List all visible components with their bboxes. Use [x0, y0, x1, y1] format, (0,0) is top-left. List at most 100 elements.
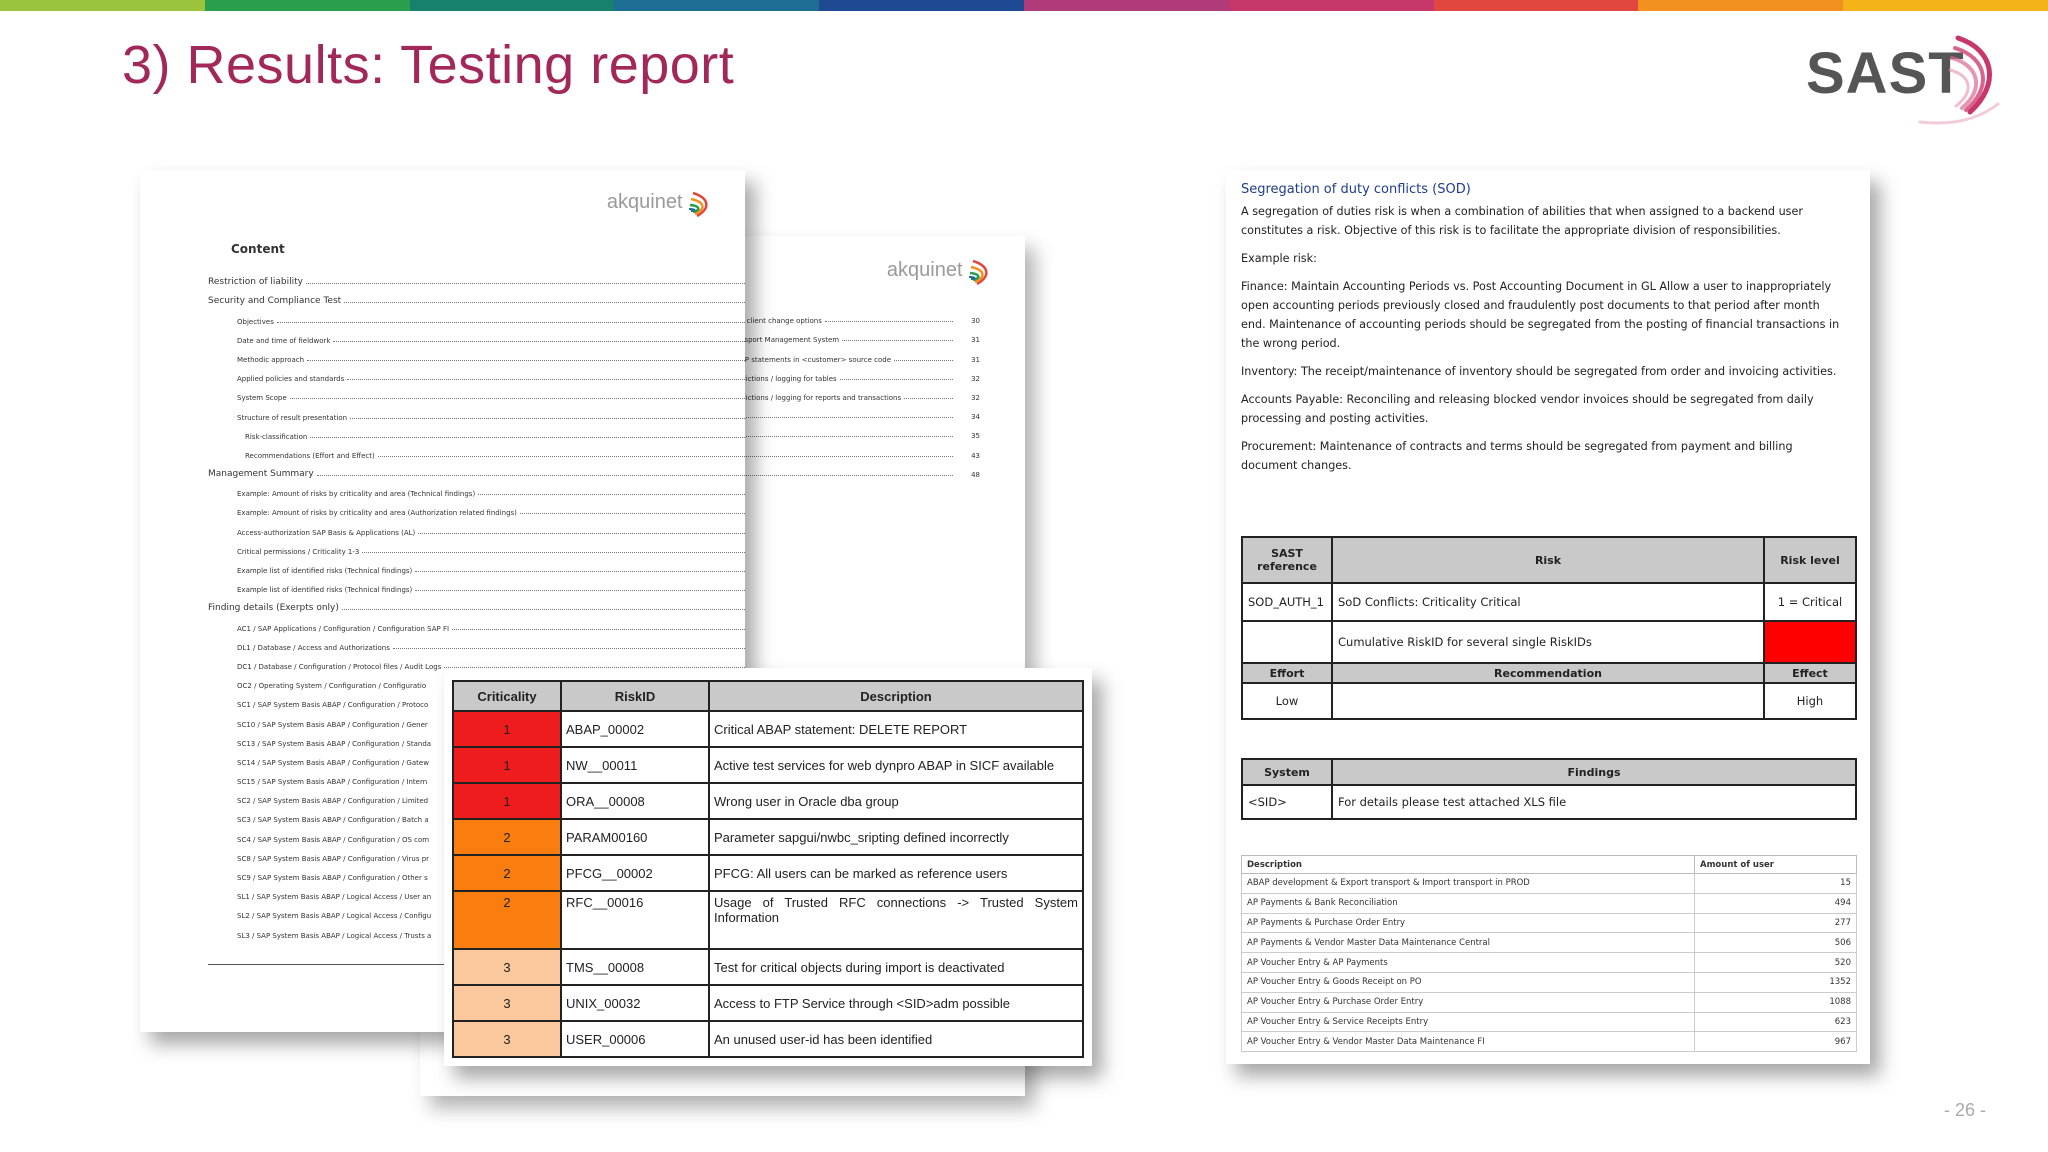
toc-entry[interactable]: Objectives5	[208, 306, 745, 326]
toc-entry-page: 43	[971, 451, 980, 460]
toc-entry[interactable]: 43	[740, 440, 980, 460]
toc-entry-label: SC2 / SAP System Basis ABAP / Configurat…	[237, 797, 429, 806]
effort-value: Low	[1241, 682, 1333, 720]
toc-entry[interactable]: SL1 / SAP System Basis ABAP / Logical Ac…	[208, 882, 745, 901]
toc-entry-label: Date and time of fieldwork	[237, 336, 331, 345]
sod-document: Segregation of duty conflicts (SOD) A se…	[1226, 170, 1870, 1064]
page-number: - 26 -	[1944, 1100, 1987, 1120]
toc-entry-leader	[341, 609, 745, 611]
toc-entry[interactable]: OC2 / Operating System / Configuration /…	[208, 671, 745, 690]
risk-row: SOD_AUTH_1 SoD Conflicts: Criticality Cr…	[1241, 582, 1857, 622]
header-risk-level: Risk level	[1763, 536, 1857, 584]
findings-row: 1 NW__00011 Active test services for web d…	[452, 746, 1084, 784]
users-amount-cell: 520	[1694, 952, 1857, 973]
toc-entry-label: Security and Compliance Test	[208, 296, 342, 307]
risk-name: SoD Conflicts: Criticality Critical	[1331, 582, 1765, 622]
toc-entry-leader	[842, 340, 953, 342]
toc-entry-label: Methodic approach	[237, 355, 305, 364]
users-header-row: Description Amount of user	[1241, 855, 1857, 874]
findings-row: 2 PARAM00160 Parameter sapgui/nwbc_sriptin…	[452, 818, 1084, 856]
toc-entry[interactable]: Risk-classification8	[208, 422, 745, 441]
toc-entry[interactable]: SC10 / SAP System Basis ABAP / Configura…	[208, 709, 745, 729]
sod-heading: Segregation of duty conflicts (SOD)	[1241, 182, 1471, 197]
recommendation-value	[1331, 682, 1765, 720]
criticality-cell: 1	[452, 782, 562, 820]
toc-entry[interactable]: Management Summary10	[208, 460, 745, 479]
toc-entry[interactable]: 35	[740, 421, 980, 440]
toc-entry-label: SL1 / SAP System Basis ABAP / Logical Ac…	[237, 893, 432, 902]
header-system: System	[1241, 758, 1333, 786]
toc-entry[interactable]: Example list of identified risks (Techni…	[208, 556, 745, 575]
description-cell: Access to FTP Service through <SID>adm p…	[708, 984, 1084, 1022]
sod-paragraph: Inventory: The receipt/maintenance of in…	[1241, 365, 1837, 378]
toc-entry[interactable]: Restriction of liability4	[208, 268, 745, 287]
toc-entry-page: 31	[971, 355, 980, 364]
toc-entry[interactable]: trictions / logging for reports and tran…	[740, 383, 980, 402]
toc-entry[interactable]: SC13 / SAP System Basis ABAP / Configura…	[208, 729, 745, 748]
stripe-segment	[1228, 0, 1434, 11]
toc-entry[interactable]: DC1 / Database / Configuration / Protoco…	[208, 652, 745, 671]
toc-entry[interactable]: Date and time of fieldwork6	[208, 326, 745, 345]
toc-entry[interactable]: Finding details (Exerpts only)19	[208, 594, 745, 613]
toc-entry[interactable]: SC4 / SAP System Basis ABAP / Configurat…	[208, 824, 745, 844]
users-row: AP Voucher Entry & Goods Receipt on PO 13…	[1241, 971, 1857, 993]
toc-entry-label: SC8 / SAP System Basis ABAP / Configurat…	[237, 854, 430, 863]
toc-entry-label: System Scope	[237, 394, 287, 403]
toc-entry[interactable]: Recommendations (Effort and Effect)9	[208, 441, 745, 460]
toc-entry-label: SC9 / SAP System Basis ABAP / Configurat…	[237, 874, 428, 882]
toc-entry[interactable]: 48	[740, 460, 980, 479]
toc-entry[interactable]: SC3 / SAP System Basis ABAP / Configurat…	[208, 805, 745, 824]
toc-entry-leader	[452, 628, 745, 630]
toc-entry-label: OC2 / Operating System / Configuration /…	[237, 682, 427, 691]
toc-entry[interactable]: nsport Management System 31	[740, 325, 980, 344]
toc-entry[interactable]: AC1 / SAP Applications / Configuration /…	[208, 613, 745, 633]
toc-entry[interactable]: SC9 / SAP System Basis ABAP / Configurat…	[208, 863, 745, 882]
toc-entry-leader	[415, 590, 745, 592]
toc-entry[interactable]: Example list of identified risks (Techni…	[208, 575, 745, 594]
toc-entry-leader	[289, 398, 745, 400]
toc-entry[interactable]: Security and Compliance Test5	[208, 287, 745, 306]
toc-entry-page: 31	[971, 336, 980, 345]
risk-id-cell: UNIX_00032	[560, 984, 710, 1022]
toc-entry[interactable]: Applied policies and standards6	[208, 364, 745, 383]
toc-entry-label: SC14 / SAP System Basis ABAP / Configura…	[237, 758, 429, 767]
toc-entry[interactable]: Methodic approach6	[208, 345, 745, 364]
toc-entry[interactable]: Example: Amount of risks by criticality …	[208, 479, 745, 498]
toc-entry[interactable]: AP statements in <customer> source code 3…	[740, 344, 980, 364]
stripe-segment	[1433, 0, 1639, 11]
toc-entry[interactable]: SC2 / SAP System Basis ABAP / Configurat…	[208, 786, 745, 805]
toc-entry[interactable]: Example: Amount of risks by criticality …	[208, 498, 745, 517]
toc-entry[interactable]: SL3 / SAP System Basis ABAP / Logical Ac…	[208, 920, 745, 940]
header-riskid: RiskID	[560, 680, 710, 712]
toc-entry[interactable]: trictions / logging for tables 32	[740, 364, 980, 383]
users-desc-cell: AP Voucher Entry & Vendor Master Data Ma…	[1241, 1031, 1695, 1053]
system-row: <SID> For details please test attached X…	[1241, 784, 1857, 820]
toc-entry[interactable]: Structure of result presentation7	[208, 402, 745, 422]
users-row: ABAP development & Export transport & Im…	[1241, 873, 1857, 894]
risk-id-cell: ORA__00008	[560, 782, 710, 820]
users-row: AP Payments & Purchase Order Entry 277	[1241, 912, 1857, 934]
toc-entry[interactable]: System Scope7	[208, 383, 745, 402]
users-desc-cell: AP Voucher Entry & Service Receipts Entr…	[1241, 1011, 1695, 1033]
risk-cumulative-row: Cumulative RiskID for several single Ris…	[1241, 620, 1857, 664]
users-row: AP Payments & Vendor Master Data Mainten…	[1241, 932, 1857, 954]
findings-document: Criticality RiskID Description 1 ABAP_000…	[444, 668, 1092, 1066]
toc-entry-label: Recommendations (Effort and Effect)	[245, 451, 375, 460]
toc-entry[interactable]: SC1 / SAP System Basis ABAP / Configurat…	[208, 690, 745, 709]
toc-entry-leader	[478, 494, 745, 496]
toc-entry[interactable]: SC15 / SAP System Basis ABAP / Configura…	[208, 767, 745, 786]
toc-entry[interactable]: DL1 / Database / Access and Authorizatio…	[208, 633, 745, 652]
toc-entry-label: Finding details (Exerpts only)	[208, 603, 339, 614]
toc-entry[interactable]: SC14 / SAP System Basis ABAP / Configura…	[208, 748, 745, 767]
toc-entry[interactable]: 34	[740, 402, 980, 421]
toc-entry[interactable]: SC8 / SAP System Basis ABAP / Configurat…	[208, 844, 745, 863]
toc-entry-label: Management Summary	[208, 469, 314, 480]
risk-id-cell: PFCG__00002	[560, 854, 710, 892]
toc-entry-label: nsport Management System	[740, 336, 840, 345]
criticality-cell: 2	[452, 890, 562, 950]
toc-entry[interactable]: Access-authorization SAP Basis & Applica…	[208, 517, 745, 537]
findings-header-row: Criticality RiskID Description	[452, 680, 1084, 712]
toc-entry[interactable]: Critical permissions / Criticality 1-314	[208, 537, 745, 556]
toc-entry[interactable]: SL2 / SAP System Basis ABAP / Logical Ac…	[208, 901, 745, 920]
toc-entry[interactable]: d client change options 30	[740, 306, 980, 325]
